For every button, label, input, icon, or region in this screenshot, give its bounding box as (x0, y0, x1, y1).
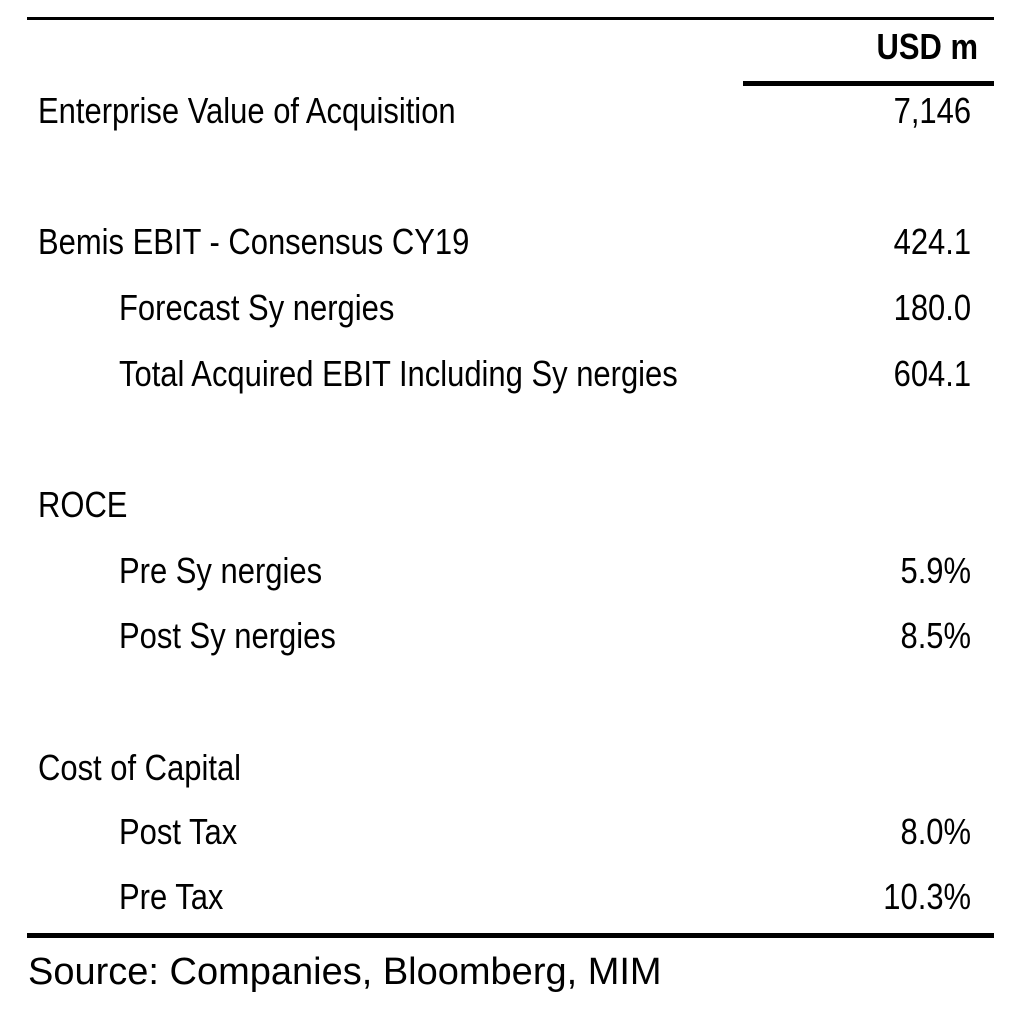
row-label: Forecast Sy nergies (119, 287, 395, 328)
row-value: 180.0 (893, 287, 971, 328)
table-row-total-acquired-ebit: Total Acquired EBIT Including Sy nergies… (0, 349, 1024, 399)
row-value: 8.5% (900, 615, 971, 656)
header-underline-rule (743, 81, 994, 86)
table-row-pre-tax: Pre Tax 10.3% (0, 872, 1024, 922)
table-row-forecast-synergies: Forecast Sy nergies 180.0 (0, 283, 1024, 333)
table-row-cost-of-capital: Cost of Capital (0, 743, 1024, 793)
table-row-enterprise-value: Enterprise Value of Acquisition 7,146 (0, 86, 1024, 136)
row-label: Bemis EBIT - Consensus CY19 (38, 221, 470, 262)
row-value: 604.1 (893, 353, 971, 394)
row-label: Post Tax (119, 811, 238, 852)
row-label: Enterprise Value of Acquisition (38, 90, 456, 131)
table-top-rule (27, 17, 994, 20)
row-label: Post Sy nergies (119, 615, 336, 656)
row-value: 8.0% (900, 811, 971, 852)
table-row-bemis-ebit: Bemis EBIT - Consensus CY19 424.1 (0, 217, 1024, 267)
row-label: Pre Tax (119, 876, 224, 917)
row-value: 10.3% (883, 876, 971, 917)
section-label: Cost of Capital (38, 747, 242, 788)
section-label: ROCE (38, 484, 128, 525)
source-note: Source: Companies, Bloomberg, MIM (28, 951, 662, 993)
row-label: Pre Sy nergies (119, 550, 323, 591)
row-value: 7,146 (893, 90, 971, 131)
table-row-post-synergies: Post Sy nergies 8.5% (0, 611, 1024, 661)
table-row-post-tax: Post Tax 8.0% (0, 807, 1024, 857)
row-value: 424.1 (893, 221, 971, 262)
table-row-pre-synergies: Pre Sy nergies 5.9% (0, 546, 1024, 596)
table-row-roce: ROCE (0, 480, 1024, 530)
row-label: Total Acquired EBIT Including Sy nergies (119, 353, 678, 394)
table-bottom-rule (27, 933, 994, 938)
unit-column-header: USD m (876, 26, 978, 67)
row-value: 5.9% (900, 550, 971, 591)
